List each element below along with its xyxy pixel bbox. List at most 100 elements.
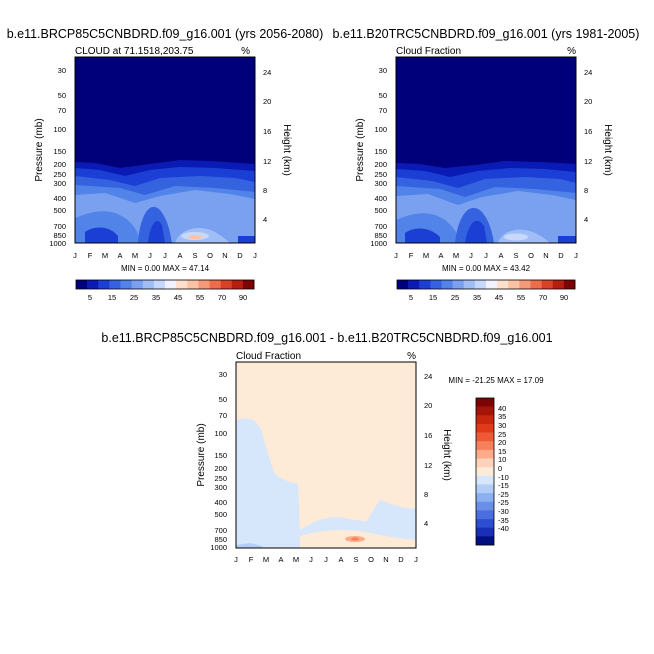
right-legend-swatch: [397, 280, 409, 289]
diff-legend-label: -15: [498, 481, 509, 490]
diff-legend-label: -10: [498, 473, 509, 482]
diff-y-tick: 100: [214, 429, 227, 438]
diff-x-tick: O: [368, 555, 374, 564]
left-legend-swatch: [176, 280, 188, 289]
diff-legend-swatch: [476, 467, 494, 477]
right-legend-swatch: [419, 280, 431, 289]
right-legend-label: 25: [451, 293, 459, 302]
left-x-tick: A: [117, 251, 122, 260]
left-y-tick: 30: [58, 66, 66, 75]
right-legend-label: 90: [560, 293, 568, 302]
left-legend-labels: 5 15 25 35 45 55 70 90: [88, 293, 247, 302]
right-y-tick-right: 8: [584, 186, 588, 195]
left-legend-swatch: [98, 280, 110, 289]
right-x-tick: F: [409, 251, 414, 260]
right-y-tick-right: 12: [584, 157, 592, 166]
left-y-tick-right: 16: [263, 127, 271, 136]
diff-legend-label: 35: [498, 412, 506, 421]
diff-y-tick: 700: [214, 526, 227, 535]
left-legend-swatch: [153, 280, 166, 289]
right-x-tick: J: [574, 251, 578, 260]
left-min-max: MIN = 0.00 MAX = 47.14: [121, 264, 210, 273]
diff-title: b.e11.BRCP85C5CNBDRD.f09_g16.001 - b.e11…: [101, 331, 552, 345]
left-legend-swatch: [198, 280, 210, 289]
diff-y-tick-right: 8: [424, 490, 428, 499]
diff-legend-swatch: [476, 415, 494, 425]
left-legend-swatch: [242, 280, 255, 289]
right-panel: b.e11.B20TRC5CNBDRD.f09_g16.001 (yrs 198…: [333, 27, 640, 302]
diff-y-tick: 50: [219, 395, 227, 404]
left-title: b.e11.BRCP85C5CNBDRD.f09_g16.001 (yrs 20…: [7, 27, 324, 41]
diff-legend-label: 20: [498, 438, 506, 447]
left-units: %: [241, 46, 250, 57]
diff-legend-swatch: [476, 458, 494, 468]
left-y-tick: 100: [53, 125, 66, 134]
left-legend-label: 5: [88, 293, 92, 302]
diff-legend-swatch: [476, 493, 494, 503]
right-y-ticks-right: 24 20 16 12 8 4: [584, 68, 592, 224]
diff-legend-swatch: [476, 501, 494, 511]
right-legend-swatch: [552, 280, 565, 289]
left-legend-label: 90: [239, 293, 247, 302]
left-y-axis-label-right: Height (km): [281, 124, 292, 176]
right-x-tick: O: [528, 251, 534, 260]
left-legend-label: 45: [174, 293, 182, 302]
left-legend-label: 55: [196, 293, 204, 302]
right-y-tick: 70: [379, 106, 387, 115]
right-subtitle: Cloud Fraction: [396, 46, 461, 57]
left-y-tick: 70: [58, 106, 66, 115]
diff-legend-swatch: [476, 484, 494, 494]
left-legend-swatch: [142, 280, 155, 289]
right-legend-swatch: [497, 280, 509, 289]
right-legend-swatch: [430, 280, 442, 289]
diff-legend-label: 15: [498, 447, 506, 456]
left-x-tick: A: [177, 251, 182, 260]
right-legend-swatch: [508, 280, 520, 289]
right-y-tick: 400: [374, 194, 387, 203]
left-y-tick: 700: [53, 222, 66, 231]
left-legend-swatch: [87, 280, 99, 289]
diff-legend-swatch: [476, 432, 494, 442]
left-x-tick: J: [163, 251, 167, 260]
diff-x-tick: N: [383, 555, 388, 564]
left-y-ticks-right: 24 20 16 12 8 4: [263, 68, 271, 224]
right-legend-swatch: [408, 280, 420, 289]
diff-legend-label: 0: [498, 464, 502, 473]
diff-legend-labels: 40 35 30 25 20 15 10 0 -10 -15 -25 -25 -…: [498, 404, 509, 533]
left-y-tick: 500: [53, 206, 66, 215]
left-legend-swatch: [220, 280, 233, 289]
diff-y-tick: 1000: [210, 543, 227, 552]
right-title: b.e11.B20TRC5CNBDRD.f09_g16.001 (yrs 198…: [333, 27, 640, 41]
left-legend-swatch: [187, 280, 199, 289]
right-y-tick-right: 4: [584, 215, 588, 224]
right-y-tick: 500: [374, 206, 387, 215]
right-y-tick: 100: [374, 125, 387, 134]
diff-legend-swatches: [476, 398, 494, 546]
diff-legend-swatch: [476, 536, 494, 546]
right-min-max: MIN = 0.00 MAX = 43.42: [442, 264, 531, 273]
right-x-tick: D: [558, 251, 564, 260]
right-legend-label: 5: [409, 293, 413, 302]
diff-legend-label: 25: [498, 430, 506, 439]
diff-x-ticks: J F M A M J J A S O N D J: [234, 555, 418, 564]
diff-legend-swatch: [476, 449, 494, 459]
diff-legend-swatch: [476, 510, 494, 520]
right-y-tick: 1000: [370, 239, 387, 248]
right-y-tick: 850: [374, 231, 387, 240]
left-y-tick: 150: [53, 147, 66, 156]
right-legend-label: 35: [473, 293, 481, 302]
left-x-tick: F: [88, 251, 93, 260]
right-legend-labels: 5 15 25 35 45 55 70 90: [409, 293, 568, 302]
right-y-tick: 250: [374, 170, 387, 179]
left-y-ticks: 30 50 70 100 150 200 250 300 400 500 700…: [49, 66, 66, 248]
diff-min-max: MIN = -21.25 MAX = 17.09: [448, 376, 544, 385]
diff-x-tick: A: [278, 555, 283, 564]
right-y-tick: 300: [374, 179, 387, 188]
left-legend-swatch: [165, 280, 177, 289]
diff-legend-swatch: [476, 519, 494, 529]
diff-y-tick: 200: [214, 464, 227, 473]
right-x-tick: J: [394, 251, 398, 260]
diff-y-ticks-right: 24 20 16 12 8 4: [424, 372, 432, 528]
left-subtitle: CLOUD at 71.1518,203.75: [75, 46, 194, 57]
left-legend-label: 70: [218, 293, 226, 302]
